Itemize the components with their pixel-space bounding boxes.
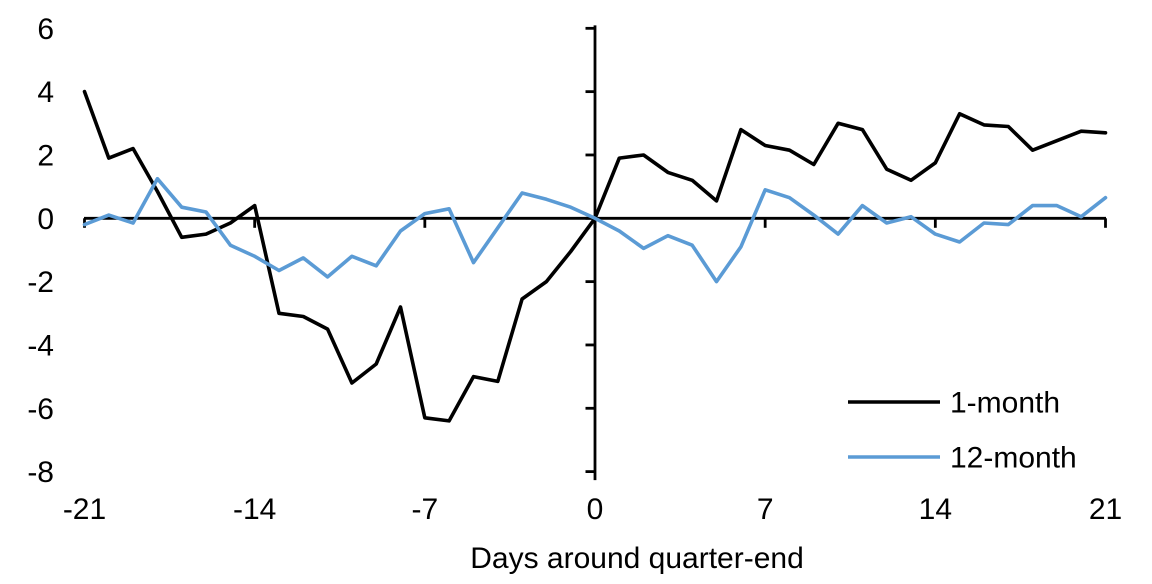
x-tick-label-0: 0: [587, 493, 604, 526]
x-tick-label--14: -14: [233, 493, 276, 526]
x-tick-label-7: 7: [757, 493, 774, 526]
y-tick-label--2: -2: [27, 266, 54, 299]
legend-label-12-month: 12-month: [950, 442, 1077, 475]
legend-label-1-month: 1-month: [950, 387, 1060, 420]
x-axis-title: Days around quarter-end: [470, 542, 804, 575]
y-tick-label--6: -6: [27, 393, 54, 426]
x-tick-label--21: -21: [63, 493, 106, 526]
y-tick-label-0: 0: [37, 203, 54, 236]
series-line-12-month: [82, 176, 1108, 284]
x-tick-label--7: -7: [411, 493, 438, 526]
y-tick-label-2: 2: [37, 139, 54, 172]
y-tick-label-4: 4: [37, 76, 54, 109]
x-tick-label-21: 21: [1089, 493, 1122, 526]
x-tick-label-14: 14: [919, 493, 952, 526]
y-tick-label--4: -4: [27, 329, 54, 362]
y-tick-label-6: 6: [37, 13, 54, 46]
y-tick-label--8: -8: [27, 456, 54, 489]
